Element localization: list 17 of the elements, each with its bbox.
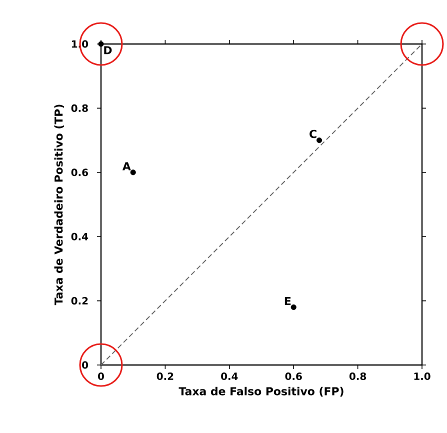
- x-tick-label: 0.4: [221, 372, 238, 380]
- x-tick-label: 1.0: [414, 372, 430, 380]
- annotation: E: [284, 297, 291, 306]
- annotation: C: [310, 130, 316, 138]
- annotation: D: [104, 46, 112, 54]
- annotation: A: [122, 162, 131, 170]
- y-tick-label: 0.8: [71, 104, 88, 112]
- x-tick-label: 0.8: [349, 372, 366, 380]
- x-tick-label: 0.6: [285, 372, 302, 380]
- y-axis-title: Taxa de Verdadeiro Positivo (TP): [54, 104, 64, 306]
- y-tick-label: 0.6: [71, 168, 88, 176]
- y-tick-label: 0: [82, 361, 88, 369]
- y-tick-label: 0.2: [71, 297, 88, 305]
- x-axis-title: Taxa de Falso Positivo (FP): [178, 386, 344, 397]
- y-tick-label: 0.4: [71, 232, 88, 240]
- x-tick-label: 0: [98, 372, 104, 380]
- x-tick-label: 0.2: [156, 372, 174, 380]
